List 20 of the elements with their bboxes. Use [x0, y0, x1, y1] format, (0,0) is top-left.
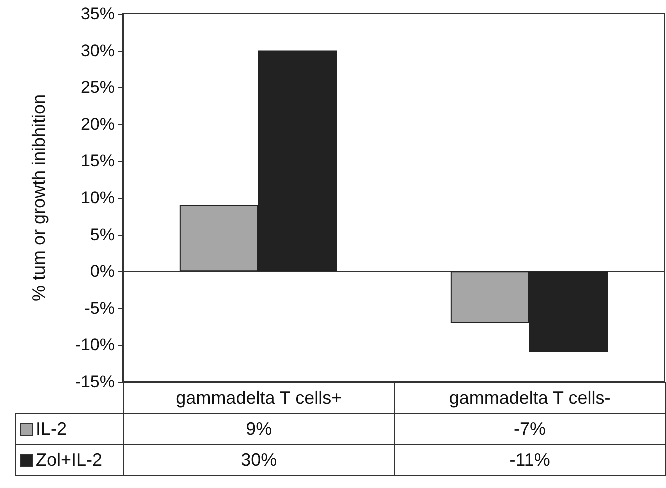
x-tick-label: gammadelta T cells+ [124, 382, 395, 414]
data-label: -7% [394, 414, 666, 444]
y-tick-label: -15% [75, 372, 115, 392]
y-tick-label: 0% [90, 262, 115, 282]
y-tick-label: 15% [80, 152, 115, 171]
y-tick-label: 20% [80, 114, 115, 134]
data-label: 30% [124, 444, 395, 476]
y-axis-title: % tum or growth inibhition [29, 94, 49, 302]
data-label: -11% [394, 444, 666, 476]
y-tick-label: 35% [80, 4, 115, 24]
y-tick-label: 25% [80, 78, 115, 98]
y-tick-label: -10% [75, 336, 115, 355]
legend-label: IL-2 [16, 414, 124, 444]
data-label: 9% [124, 414, 395, 444]
y-tick-label: 5% [90, 225, 115, 244]
y-tick-label: 30% [80, 41, 115, 60]
legend-label: Zol+IL-2 [16, 444, 124, 476]
y-tick-label: -5% [84, 298, 115, 318]
y-tick-label: 10% [80, 188, 115, 208]
x-tick-label: gammadelta T cells- [394, 382, 666, 414]
